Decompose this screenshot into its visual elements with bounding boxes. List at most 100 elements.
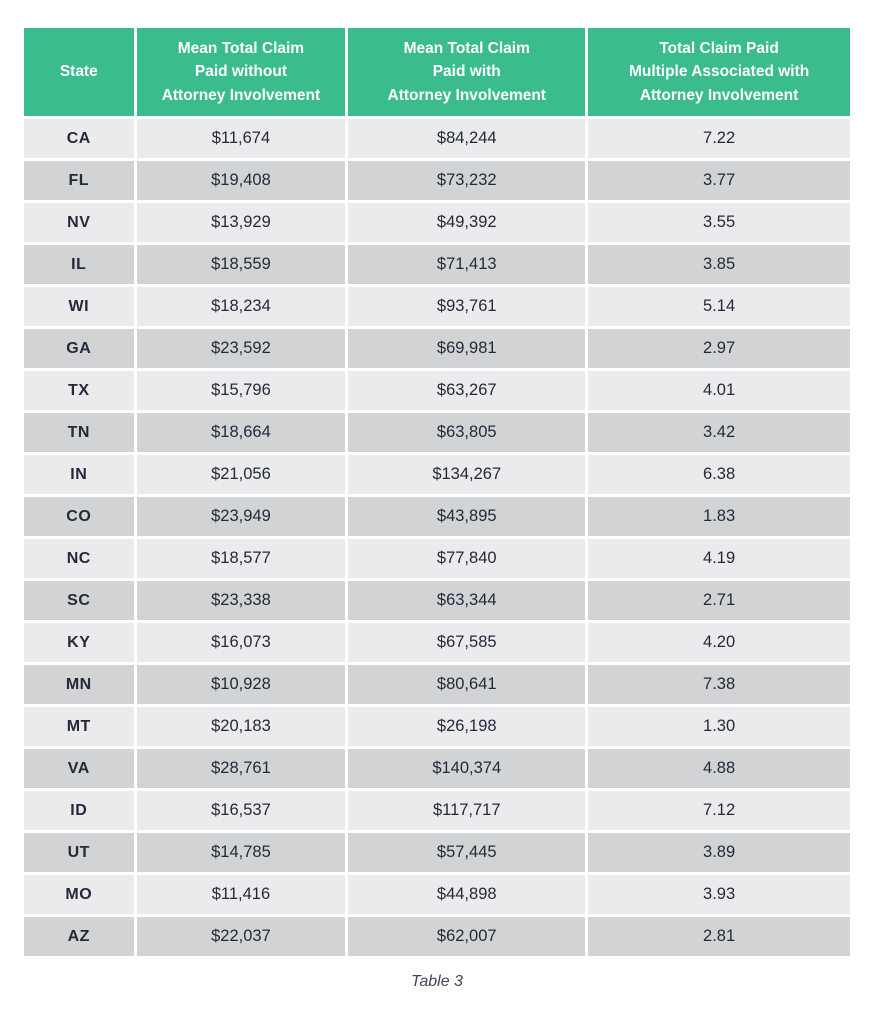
value-cell: $26,198 bbox=[348, 707, 586, 746]
value-cell: $16,537 bbox=[136, 791, 346, 830]
value-cell: $80,641 bbox=[348, 665, 586, 704]
value-cell: 3.89 bbox=[588, 833, 850, 872]
state-cell: KY bbox=[24, 623, 134, 662]
value-cell: $21,056 bbox=[136, 455, 346, 494]
value-cell: 5.14 bbox=[588, 287, 850, 326]
state-cell: IN bbox=[24, 455, 134, 494]
value-cell: $63,344 bbox=[348, 581, 586, 620]
value-cell: $140,374 bbox=[348, 749, 586, 788]
column-header-2: Mean Total Claim Paid with Attorney Invo… bbox=[348, 28, 586, 116]
column-header-1: Mean Total Claim Paid without Attorney I… bbox=[136, 28, 346, 116]
table-row: MN $10,928 $80,641 7.38 bbox=[24, 665, 850, 704]
state-cell: WI bbox=[24, 287, 134, 326]
claims-table: State Mean Total Claim Paid without Attor… bbox=[21, 25, 853, 959]
value-cell: $19,408 bbox=[136, 161, 346, 200]
value-cell: $23,592 bbox=[136, 329, 346, 368]
state-cell: TN bbox=[24, 413, 134, 452]
table-row: FL $19,408 $73,232 3.77 bbox=[24, 161, 850, 200]
value-cell: $77,840 bbox=[348, 539, 586, 578]
column-header-3: Total Claim Paid Multiple Associated wit… bbox=[588, 28, 850, 116]
value-cell: $10,928 bbox=[136, 665, 346, 704]
table-row: MO $11,416 $44,898 3.93 bbox=[24, 875, 850, 914]
table-caption: Table 3 bbox=[411, 973, 463, 990]
value-cell: $71,413 bbox=[348, 245, 586, 284]
table-row: AZ $22,037 $62,007 2.81 bbox=[24, 917, 850, 956]
value-cell: $22,037 bbox=[136, 917, 346, 956]
value-cell: 7.38 bbox=[588, 665, 850, 704]
table-row: ID $16,537 $117,717 7.12 bbox=[24, 791, 850, 830]
value-cell: $28,761 bbox=[136, 749, 346, 788]
value-cell: $11,416 bbox=[136, 875, 346, 914]
value-cell: $18,559 bbox=[136, 245, 346, 284]
value-cell: $57,445 bbox=[348, 833, 586, 872]
table-row: NV $13,929 $49,392 3.55 bbox=[24, 203, 850, 242]
value-cell: 1.83 bbox=[588, 497, 850, 536]
value-cell: $62,007 bbox=[348, 917, 586, 956]
value-cell: $49,392 bbox=[348, 203, 586, 242]
value-cell: $20,183 bbox=[136, 707, 346, 746]
state-cell: IL bbox=[24, 245, 134, 284]
table-row: GA $23,592 $69,981 2.97 bbox=[24, 329, 850, 368]
table-row: VA $28,761 $140,374 4.88 bbox=[24, 749, 850, 788]
table-row: SC $23,338 $63,344 2.71 bbox=[24, 581, 850, 620]
value-cell: 7.12 bbox=[588, 791, 850, 830]
state-cell: CO bbox=[24, 497, 134, 536]
state-cell: MT bbox=[24, 707, 134, 746]
table-row: TX $15,796 $63,267 4.01 bbox=[24, 371, 850, 410]
value-cell: $67,585 bbox=[348, 623, 586, 662]
table-header: State Mean Total Claim Paid without Attor… bbox=[24, 28, 850, 116]
table-row: IL $18,559 $71,413 3.85 bbox=[24, 245, 850, 284]
value-cell: 4.19 bbox=[588, 539, 850, 578]
value-cell: $16,073 bbox=[136, 623, 346, 662]
table-row: TN $18,664 $63,805 3.42 bbox=[24, 413, 850, 452]
state-cell: SC bbox=[24, 581, 134, 620]
value-cell: 4.20 bbox=[588, 623, 850, 662]
value-cell: $84,244 bbox=[348, 119, 586, 158]
table-row: UT $14,785 $57,445 3.89 bbox=[24, 833, 850, 872]
value-cell: $18,234 bbox=[136, 287, 346, 326]
state-cell: TX bbox=[24, 371, 134, 410]
value-cell: 4.88 bbox=[588, 749, 850, 788]
state-cell: UT bbox=[24, 833, 134, 872]
value-cell: 2.71 bbox=[588, 581, 850, 620]
value-cell: $18,664 bbox=[136, 413, 346, 452]
value-cell: $44,898 bbox=[348, 875, 586, 914]
state-cell: MN bbox=[24, 665, 134, 704]
value-cell: 4.01 bbox=[588, 371, 850, 410]
state-cell: GA bbox=[24, 329, 134, 368]
state-cell: CA bbox=[24, 119, 134, 158]
value-cell: $63,267 bbox=[348, 371, 586, 410]
state-cell: NV bbox=[24, 203, 134, 242]
value-cell: 6.38 bbox=[588, 455, 850, 494]
state-cell: AZ bbox=[24, 917, 134, 956]
value-cell: $63,805 bbox=[348, 413, 586, 452]
table-body: CA $11,674 $84,244 7.22 FL $19,408 $73,232 3.77… bbox=[24, 119, 850, 956]
table-row: KY $16,073 $67,585 4.20 bbox=[24, 623, 850, 662]
table-row: MT $20,183 $26,198 1.30 bbox=[24, 707, 850, 746]
table-row: NC $18,577 $77,840 4.19 bbox=[24, 539, 850, 578]
value-cell: $23,338 bbox=[136, 581, 346, 620]
state-cell: NC bbox=[24, 539, 134, 578]
value-cell: 3.42 bbox=[588, 413, 850, 452]
table-row: CO $23,949 $43,895 1.83 bbox=[24, 497, 850, 536]
table-row: CA $11,674 $84,244 7.22 bbox=[24, 119, 850, 158]
value-cell: $117,717 bbox=[348, 791, 586, 830]
value-cell: 1.30 bbox=[588, 707, 850, 746]
value-cell: $43,895 bbox=[348, 497, 586, 536]
value-cell: $15,796 bbox=[136, 371, 346, 410]
state-cell: ID bbox=[24, 791, 134, 830]
state-cell: VA bbox=[24, 749, 134, 788]
value-cell: $11,674 bbox=[136, 119, 346, 158]
value-cell: $14,785 bbox=[136, 833, 346, 872]
column-header-0: State bbox=[24, 28, 134, 116]
value-cell: $23,949 bbox=[136, 497, 346, 536]
table-row: WI $18,234 $93,761 5.14 bbox=[24, 287, 850, 326]
value-cell: 3.85 bbox=[588, 245, 850, 284]
value-cell: $73,232 bbox=[348, 161, 586, 200]
value-cell: $134,267 bbox=[348, 455, 586, 494]
value-cell: $93,761 bbox=[348, 287, 586, 326]
value-cell: 3.77 bbox=[588, 161, 850, 200]
header-row: State Mean Total Claim Paid without Attor… bbox=[24, 28, 850, 116]
value-cell: $18,577 bbox=[136, 539, 346, 578]
